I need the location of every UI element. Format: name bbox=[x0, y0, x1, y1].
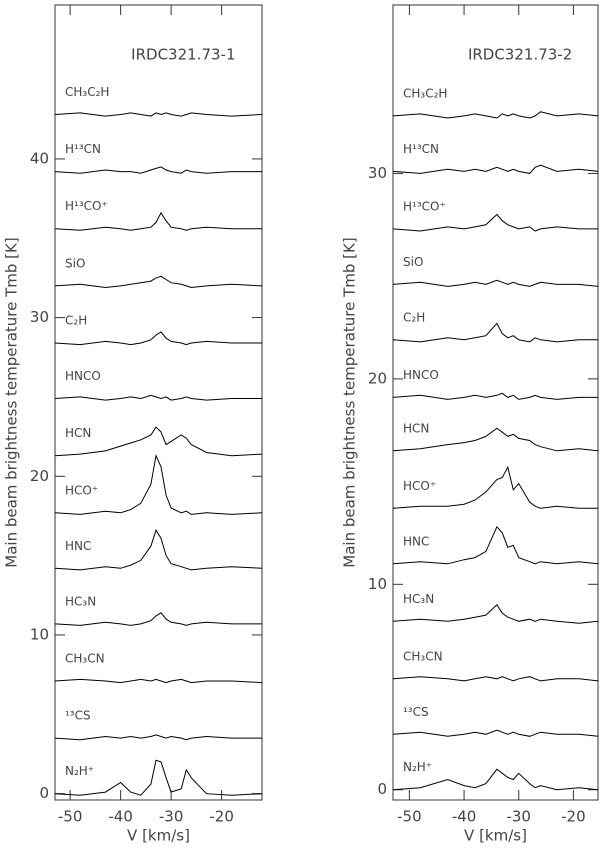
spectrum-line bbox=[392, 279, 599, 287]
spectrum-line bbox=[54, 612, 262, 626]
spectrum-line bbox=[54, 394, 262, 401]
species-label: HC₃N bbox=[403, 592, 434, 606]
species-label: HNCO bbox=[65, 369, 101, 383]
spectrum-line bbox=[392, 111, 599, 119]
spectrum-line bbox=[54, 678, 263, 684]
x-tick-label: -40 bbox=[108, 808, 133, 826]
spectrum-line bbox=[54, 112, 263, 117]
x-tick-label: -50 bbox=[58, 808, 83, 826]
species-label: ¹³CS bbox=[403, 705, 429, 719]
x-axis-label: V [km/s] bbox=[464, 827, 527, 845]
x-axis-label: V [km/s] bbox=[127, 827, 190, 845]
spectrum-line bbox=[54, 331, 262, 346]
species-label: HNC bbox=[403, 534, 429, 548]
species-label: H¹³CO⁺ bbox=[65, 199, 108, 213]
x-tick-label: -50 bbox=[397, 808, 422, 826]
species-label: HCO⁺ bbox=[403, 479, 436, 493]
species-label: HCO⁺ bbox=[65, 483, 98, 497]
chart-title: IRDC321.73-1 bbox=[131, 46, 235, 64]
species-label: CH₃CN bbox=[403, 649, 443, 663]
spectrum-line bbox=[392, 525, 599, 565]
species-label: ¹³CS bbox=[65, 709, 91, 723]
species-label: HCN bbox=[65, 426, 91, 440]
species-label: CH₃CN bbox=[65, 651, 105, 665]
y-tick-label: 30 bbox=[368, 164, 387, 182]
species-label: SiO bbox=[403, 255, 423, 269]
spectrum-line bbox=[392, 676, 599, 682]
x-tick-label: -20 bbox=[209, 808, 234, 826]
plot-frame bbox=[392, 4, 599, 801]
species-label: N₂H⁺ bbox=[403, 760, 432, 774]
plot-frame bbox=[54, 4, 263, 801]
chart-title: IRDC321.73-2 bbox=[468, 46, 572, 64]
y-axis-label: Main beam brightness temperature Tmb [K] bbox=[341, 237, 359, 567]
x-tick-label: -20 bbox=[561, 808, 586, 826]
species-label: CH₃C₂H bbox=[403, 86, 447, 100]
y-tick-label: 20 bbox=[30, 467, 49, 485]
y-tick-label: 0 bbox=[39, 784, 49, 802]
spectrum-line bbox=[54, 166, 262, 174]
y-tick-label: 30 bbox=[30, 308, 49, 326]
x-tick-label: -40 bbox=[452, 808, 477, 826]
spectrum-line bbox=[392, 729, 599, 737]
spectrum-line bbox=[392, 213, 598, 232]
species-label: H¹³CO⁺ bbox=[403, 199, 446, 213]
spectrum-line bbox=[392, 322, 598, 343]
y-tick-label: 10 bbox=[30, 625, 49, 643]
species-label: C₂H bbox=[403, 310, 425, 324]
y-axis-label: Main beam brightness temperature Tmb [K] bbox=[3, 237, 21, 567]
species-label: H¹³CN bbox=[65, 142, 101, 156]
species-label: HC₃N bbox=[65, 594, 96, 608]
spectrum-line bbox=[392, 427, 599, 452]
species-label: HCN bbox=[403, 421, 429, 435]
spectrum-line bbox=[54, 426, 263, 457]
species-label: SiO bbox=[65, 256, 85, 270]
species-label: CH₃C₂H bbox=[65, 85, 109, 99]
y-tick-label: 0 bbox=[377, 780, 387, 798]
spectrum-line bbox=[54, 529, 263, 571]
x-tick-label: -30 bbox=[159, 808, 184, 826]
spectrum-line bbox=[54, 734, 262, 741]
spectrum-line bbox=[54, 275, 263, 289]
y-tick-label: 10 bbox=[368, 575, 387, 593]
spectrum-line bbox=[392, 164, 599, 174]
species-label: C₂H bbox=[65, 313, 87, 327]
species-label: HNCO bbox=[403, 368, 439, 382]
spectrum-line bbox=[392, 768, 599, 791]
y-tick-label: 40 bbox=[30, 149, 49, 167]
spectrum-line bbox=[392, 604, 599, 624]
x-tick-label: -30 bbox=[506, 808, 531, 826]
y-tick-label: 20 bbox=[368, 369, 387, 387]
species-label: HNC bbox=[65, 539, 91, 553]
species-label: H¹³CN bbox=[403, 142, 439, 156]
spectrum-line bbox=[54, 211, 262, 231]
species-label: N₂H⁺ bbox=[65, 764, 94, 778]
spectrum-line bbox=[54, 454, 263, 515]
spectrum-line bbox=[392, 465, 598, 509]
spectrum-line bbox=[392, 392, 598, 400]
spectrum-line bbox=[54, 759, 263, 796]
